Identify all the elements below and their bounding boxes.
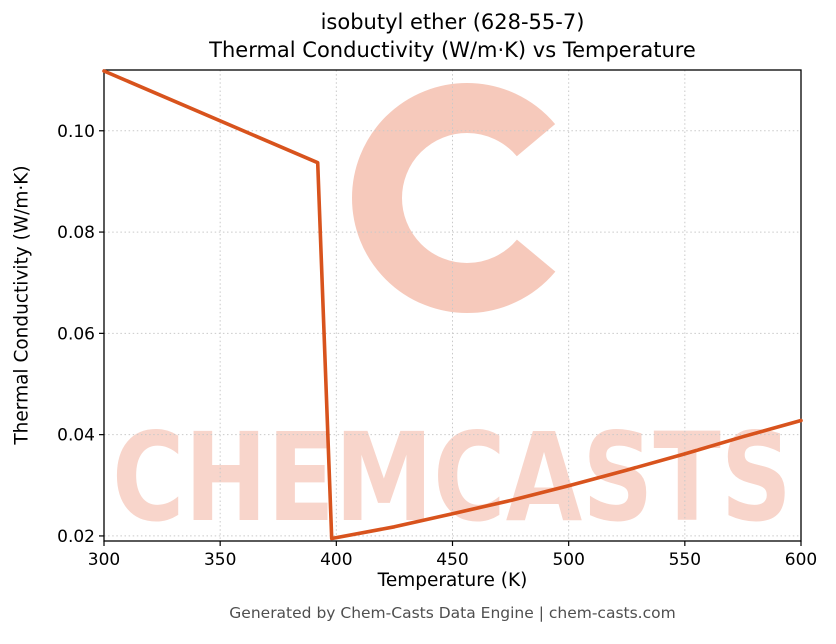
x-axis-label: Temperature (K) (377, 570, 528, 591)
svg-text:0.10: 0.10 (57, 122, 95, 142)
svg-text:600: 600 (785, 550, 817, 570)
footer-text: Generated by Chem-Casts Data Engine | ch… (229, 604, 676, 622)
watermark-text: CHEMCASTS (112, 407, 792, 549)
svg-text:500: 500 (552, 550, 584, 570)
chart-subtitle: Thermal Conductivity (W/m·K) vs Temperat… (209, 38, 696, 62)
svg-text:0.06: 0.06 (57, 324, 95, 344)
chart-title: isobutyl ether (628-55-7) (320, 10, 585, 34)
svg-text:0.04: 0.04 (57, 426, 95, 446)
svg-text:350: 350 (204, 550, 236, 570)
x-tick-labels: 300 350 400 450 500 550 600 (88, 550, 817, 570)
tick-marks (99, 130, 802, 546)
y-tick-labels: 0.02 0.04 0.06 0.08 0.10 (57, 122, 95, 547)
y-axis-label: Thermal Conductivity (W/m·K) (11, 165, 33, 445)
svg-text:0.02: 0.02 (57, 527, 95, 547)
data-line (102, 69, 803, 541)
watermark-logo-c-icon (352, 83, 582, 313)
svg-text:300: 300 (88, 550, 120, 570)
svg-text:400: 400 (320, 550, 352, 570)
svg-text:450: 450 (436, 550, 468, 570)
svg-text:0.08: 0.08 (57, 223, 95, 243)
chart-title-block: isobutyl ether (628-55-7) Thermal Conduc… (104, 8, 801, 64)
svg-text:550: 550 (669, 550, 701, 570)
